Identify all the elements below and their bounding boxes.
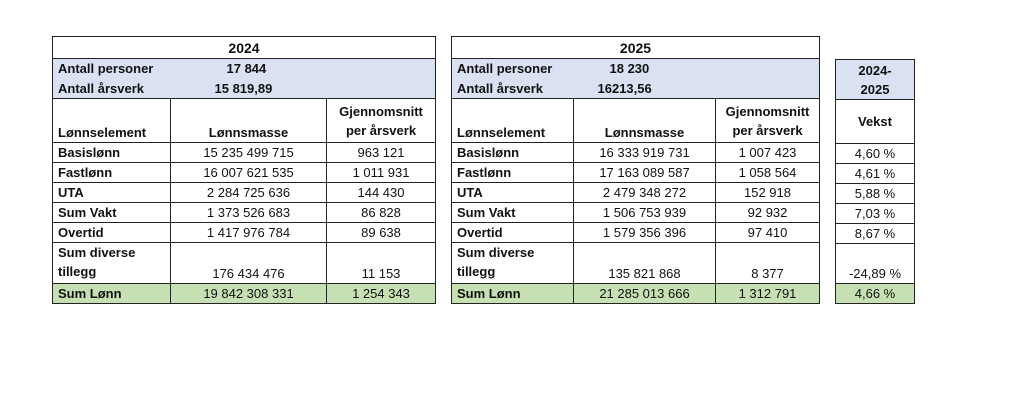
growth-header: Vekst bbox=[835, 99, 915, 144]
col-header-mass: Lønnsmasse bbox=[170, 98, 327, 143]
table-growth: 2024-2025 Vekst 4,60 % 4,61 % 5,88 % 7,0… bbox=[835, 59, 915, 304]
fte-value: 16213,56 bbox=[573, 78, 716, 99]
fte-label: Antall årsverk bbox=[451, 78, 574, 99]
table-row: Fastlønn 16 007 621 535 1 011 931 bbox=[52, 162, 437, 183]
total-row: 4,66 % bbox=[835, 283, 915, 304]
table-row: 7,03 % bbox=[835, 203, 915, 224]
total-row: Sum Lønn 19 842 308 331 1 254 343 bbox=[52, 283, 437, 304]
table-row: Overtid 1 579 356 396 97 410 bbox=[451, 222, 821, 243]
persons-value: 17 844 bbox=[170, 58, 327, 79]
growth-period: 2024-2025 bbox=[835, 59, 915, 100]
table-row: Overtid 1 417 976 784 89 638 bbox=[52, 222, 437, 243]
table-row: Basislønn 15 235 499 715 963 121 bbox=[52, 142, 437, 163]
table-row: -24,89 % bbox=[835, 243, 915, 284]
persons-label: Antall personer bbox=[451, 58, 574, 79]
year-header: 2025 bbox=[450, 36, 821, 59]
table-2025: 2025 Antall personer 18 230 Antall årsve… bbox=[450, 36, 821, 304]
table-2024: 2024 Antall personer 17 844 Antall årsve… bbox=[51, 36, 437, 304]
fte-value: 15 819,89 bbox=[170, 78, 327, 99]
fte-label: Antall årsverk bbox=[52, 78, 171, 99]
table-row: UTA 2 479 348 272 152 918 bbox=[451, 182, 821, 203]
persons-label: Antall personer bbox=[52, 58, 171, 79]
table-row: UTA 2 284 725 636 144 430 bbox=[52, 182, 437, 203]
total-row: Sum Lønn 21 285 013 666 1 312 791 bbox=[451, 283, 821, 304]
table-row: 5,88 % bbox=[835, 183, 915, 204]
table-row: Sum diverse tillegg 176 434 476 11 153 bbox=[52, 242, 437, 284]
table-row: Sum diverse tillegg 135 821 868 8 377 bbox=[451, 242, 821, 284]
col-header-element: Lønnselement bbox=[52, 98, 171, 143]
table-row: 4,60 % bbox=[835, 143, 915, 164]
table-row: 4,61 % bbox=[835, 163, 915, 184]
table-row: Fastlønn 17 163 089 587 1 058 564 bbox=[451, 162, 821, 183]
table-row: 8,67 % bbox=[835, 223, 915, 244]
table-row: Sum Vakt 1 506 753 939 92 932 bbox=[451, 202, 821, 223]
col-header-avg: Gjennomsnitt per årsverk bbox=[325, 98, 437, 143]
col-header-avg: Gjennomsnitt per årsverk bbox=[714, 98, 821, 143]
col-header-element: Lønnselement bbox=[451, 98, 574, 143]
table-row: Sum Vakt 1 373 526 683 86 828 bbox=[52, 202, 437, 223]
year-header: 2024 bbox=[51, 36, 437, 59]
table-row: Basislønn 16 333 919 731 1 007 423 bbox=[451, 142, 821, 163]
persons-value: 18 230 bbox=[573, 58, 716, 79]
col-header-mass: Lønnsmasse bbox=[573, 98, 716, 143]
